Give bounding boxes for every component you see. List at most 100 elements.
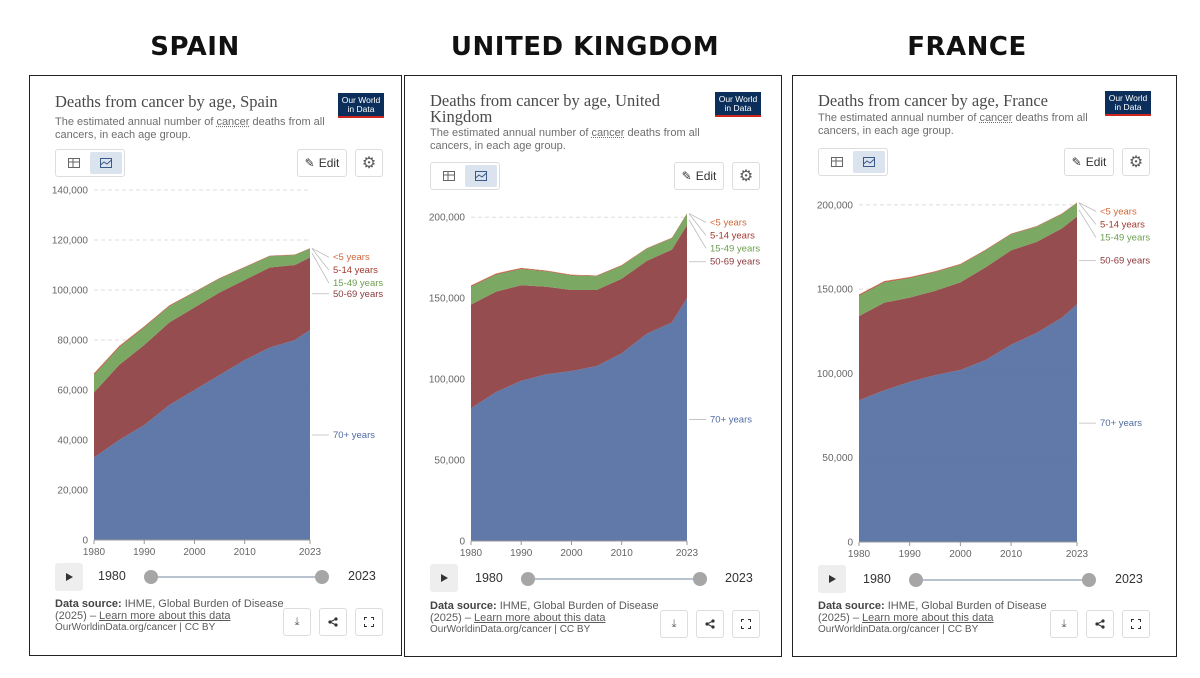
timeline-end-handle[interactable] — [693, 572, 707, 586]
timeline-start-handle[interactable] — [521, 572, 535, 586]
chart-svg: 0 50,000 100,000 150,000 200,000 1980 1990 2000… — [817, 200, 1151, 560]
download-button[interactable]: ⤓ — [283, 608, 311, 636]
legend-label-50-69-years[interactable]: 50-69 years — [333, 289, 383, 300]
y-tick-label: 100,000 — [817, 369, 854, 380]
y-tick-label: 100,000 — [52, 286, 89, 297]
share-button[interactable] — [319, 608, 347, 636]
x-tick-label: 2010 — [1000, 549, 1023, 560]
legend-label-50-69-years[interactable]: 50-69 years — [710, 257, 760, 268]
area-50-69-years[interactable] — [859, 216, 1077, 401]
timeline-end-handle[interactable] — [315, 570, 329, 584]
chart-panel-united-kingdom: Deaths from cancer by age, United Kingdo… — [404, 75, 782, 657]
download-icon: ⤓ — [671, 617, 677, 630]
source-url: OurWorldinData.org/cancer | CC BY — [430, 624, 591, 635]
timeline-end-handle[interactable] — [1082, 573, 1096, 587]
chart-svg: 0 20,000 40,000 60,000 80,000 100,000 120,000 1… — [52, 186, 384, 559]
legend-label-15-49-years[interactable]: 15-49 years — [710, 243, 760, 254]
settings-button[interactable]: ⚙ — [1122, 148, 1150, 176]
legend-label-under-5-years[interactable]: <5 years — [333, 252, 370, 263]
x-tick-label: 1990 — [510, 548, 533, 559]
fullscreen-icon — [1131, 619, 1141, 629]
timeline-end-year: 2023 — [348, 569, 376, 583]
legend-label-under-5-years[interactable]: <5 years — [1100, 207, 1137, 218]
download-icon: ⤓ — [294, 615, 300, 628]
chart-title: Deaths from cancer by age, United Kingdo… — [430, 91, 660, 126]
x-tick-label: 2000 — [949, 549, 972, 560]
legend-label-under-5-years[interactable]: <5 years — [710, 217, 747, 228]
legend-connector — [311, 247, 330, 258]
legend-label-15-49-years[interactable]: 15-49 years — [333, 278, 383, 289]
owid-logo[interactable]: Our World in Data — [338, 93, 384, 118]
fullscreen-button[interactable] — [1122, 610, 1150, 638]
pencil-icon: ✎ — [1071, 155, 1082, 169]
legend-connector — [311, 252, 330, 284]
chart-panel-spain: Deaths from cancer by age, Spain The est… — [29, 75, 402, 656]
area-15-49-years[interactable] — [471, 213, 687, 305]
owid-logo[interactable]: Our World in Data — [1105, 91, 1151, 116]
pencil-icon: ✎ — [681, 169, 692, 183]
timeline-start-handle[interactable] — [909, 573, 923, 587]
legend-label-50-69-years[interactable]: 50-69 years — [1100, 255, 1150, 266]
settings-button[interactable]: ⚙ — [732, 162, 760, 190]
play-button[interactable] — [55, 563, 83, 591]
table-tab[interactable] — [821, 151, 853, 173]
chart-tab[interactable] — [853, 151, 885, 173]
download-button[interactable]: ⤓ — [660, 610, 688, 638]
share-button[interactable] — [1086, 610, 1114, 638]
chart-tab[interactable] — [90, 152, 122, 174]
timeline-track[interactable] — [528, 578, 700, 580]
timeline-track[interactable] — [916, 579, 1089, 581]
cancer-link[interactable]: cancer — [216, 116, 250, 128]
share-button[interactable] — [696, 610, 724, 638]
edit-button[interactable]: ✎ Edit — [297, 149, 347, 177]
area-70-plus-years[interactable] — [94, 330, 310, 540]
y-tick-label: 0 — [847, 538, 853, 549]
download-button[interactable]: ⤓ — [1050, 610, 1078, 638]
x-tick-label: 1990 — [899, 549, 922, 560]
cancer-link[interactable]: cancer — [979, 112, 1013, 124]
timeline-start-year: 1980 — [475, 571, 503, 585]
edit-button[interactable]: ✎ Edit — [674, 162, 724, 190]
table-tab[interactable] — [433, 165, 465, 187]
fullscreen-button[interactable] — [355, 608, 383, 636]
fullscreen-button[interactable] — [732, 610, 760, 638]
chart-tab[interactable] — [465, 165, 497, 187]
cancer-link[interactable]: cancer — [591, 127, 625, 139]
legend-label-15-49-years[interactable]: 15-49 years — [1100, 233, 1150, 244]
legend-label-70-plus-years[interactable]: 70+ years — [710, 415, 752, 426]
y-tick-label: 150,000 — [817, 285, 854, 296]
timeline-start-year: 1980 — [863, 572, 891, 586]
view-tabs — [818, 148, 888, 176]
legend-label-70-plus-years[interactable]: 70+ years — [333, 430, 375, 441]
timeline-track[interactable] — [151, 576, 322, 578]
country-label-spain: SPAIN — [150, 32, 240, 62]
table-tab[interactable] — [58, 152, 90, 174]
learn-more-link[interactable]: Learn more about this data — [474, 612, 606, 624]
legend-label-5-14-years[interactable]: 5-14 years — [1100, 220, 1145, 231]
area-70-plus-years[interactable] — [471, 298, 687, 541]
gear-icon: ⚙ — [361, 155, 377, 172]
legend-label-70-plus-years[interactable]: 70+ years — [1100, 418, 1142, 429]
area-70-plus-years[interactable] — [859, 304, 1077, 542]
area-15-49-years[interactable] — [94, 248, 310, 393]
y-tick-label: 120,000 — [52, 236, 89, 247]
learn-more-link[interactable]: Learn more about this data — [99, 610, 231, 622]
area-50-69-years[interactable] — [94, 257, 310, 458]
timeline-start-handle[interactable] — [144, 570, 158, 584]
x-tick-label: 2000 — [560, 548, 583, 559]
legend-label-5-14-years[interactable]: 5-14 years — [710, 230, 755, 241]
area-15-49-years[interactable] — [859, 203, 1077, 317]
timeline-end-year: 2023 — [725, 571, 753, 585]
learn-more-link[interactable]: Learn more about this data — [862, 612, 994, 624]
play-button[interactable] — [818, 565, 846, 593]
x-tick-label: 2000 — [183, 547, 206, 558]
legend-connector — [688, 219, 707, 249]
chart-svg: 0 50,000 100,000 150,000 200,000 1980 1990 2000… — [429, 213, 761, 559]
settings-button[interactable]: ⚙ — [355, 149, 383, 177]
area-50-69-years[interactable] — [471, 225, 687, 409]
owid-logo[interactable]: Our World in Data — [715, 92, 761, 117]
edit-button[interactable]: ✎ Edit — [1064, 148, 1114, 176]
share-icon — [705, 619, 715, 629]
play-button[interactable] — [430, 564, 458, 592]
legend-label-5-14-years[interactable]: 5-14 years — [333, 265, 378, 276]
